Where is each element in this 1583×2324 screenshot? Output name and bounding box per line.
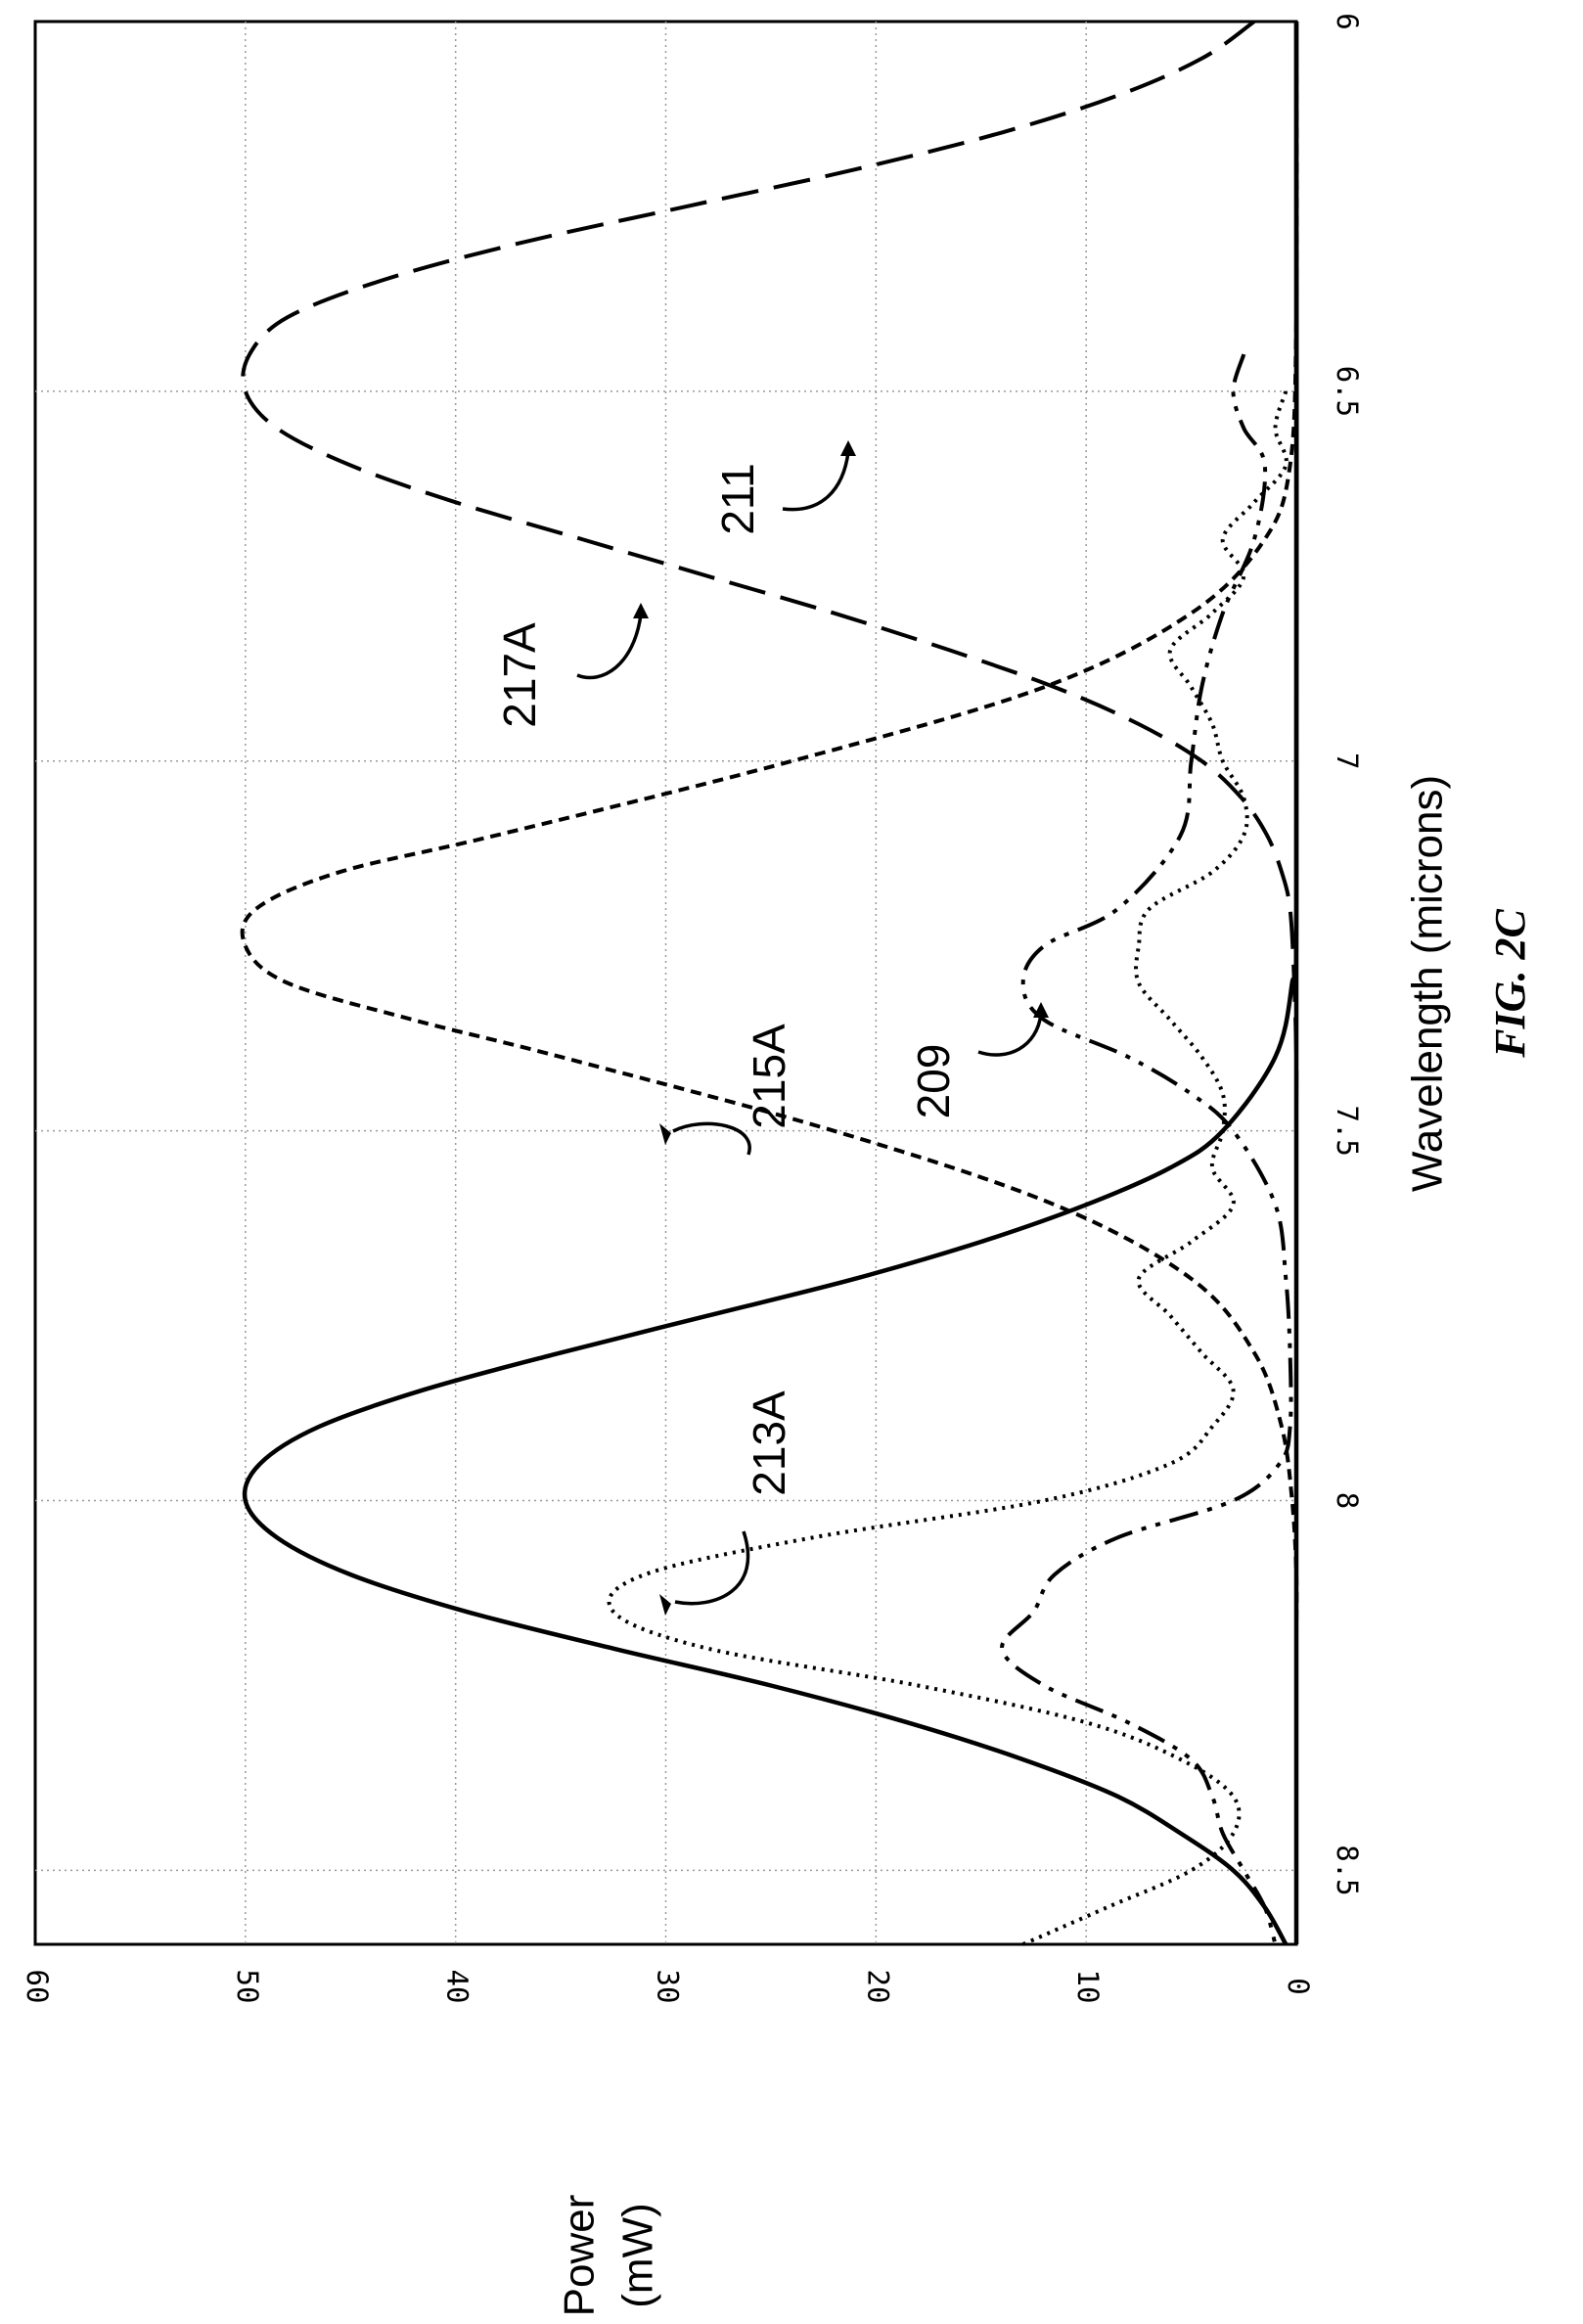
callout-arrowhead xyxy=(659,1594,671,1616)
tick-label-power: 40 xyxy=(441,1970,475,2004)
figure-title: FIG. 2C xyxy=(1486,909,1534,1059)
callout-label: 209 xyxy=(908,1044,959,1119)
callout-arrowhead xyxy=(633,603,649,618)
callout-leader xyxy=(977,1013,1043,1057)
tick-label-wavelength: 8 xyxy=(1331,1492,1364,1509)
tick-label-power: 30 xyxy=(652,1970,685,2004)
tick-label-wavelength: 6.5 xyxy=(1331,366,1364,417)
chart-text: 0 10 20 30 40 50 60 6 6.5 7 7.5 8 8.5 Wavelength (mic… xyxy=(21,13,1534,2316)
callout-label: 211 xyxy=(712,463,763,534)
series-line-217A xyxy=(242,21,1299,1946)
tick-label-power: 10 xyxy=(1071,1970,1105,2004)
callout-leader xyxy=(782,451,850,512)
callout-arrowhead xyxy=(840,440,856,456)
tick-label-power: 50 xyxy=(231,1970,264,2004)
callout-leader xyxy=(674,1530,750,1606)
y-axis-title-line1: Power xyxy=(556,2195,604,2317)
tick-label-wavelength: 8.5 xyxy=(1331,1845,1364,1895)
callout-arrowhead xyxy=(659,1123,671,1145)
tick-label-wavelength: 6 xyxy=(1331,13,1364,29)
series-line-209 xyxy=(1000,353,1293,1945)
callout-leader xyxy=(672,1121,751,1156)
tick-label-wavelength: 7 xyxy=(1331,752,1364,769)
series-line-211 xyxy=(607,390,1289,1946)
tick-label-power: 60 xyxy=(21,1970,54,2004)
tick-label-power: 20 xyxy=(861,1970,894,2004)
x-axis-title: Wavelength (microns) xyxy=(1404,775,1452,1192)
tick-label-wavelength: 7.5 xyxy=(1331,1105,1364,1156)
callout-label: 213A xyxy=(744,1390,794,1496)
series-line-215A xyxy=(240,21,1299,1944)
series-line-213A xyxy=(241,20,1299,1944)
y-axis-title-line2: (mW) xyxy=(614,2203,662,2308)
plot-area xyxy=(33,20,1299,1946)
callout-leader xyxy=(576,614,643,680)
callout-arrowhead xyxy=(1033,1002,1049,1018)
callout-label: 217A xyxy=(494,622,545,728)
tick-label-power: 0 xyxy=(1282,1978,1315,1994)
callout-label: 215A xyxy=(744,1024,794,1129)
